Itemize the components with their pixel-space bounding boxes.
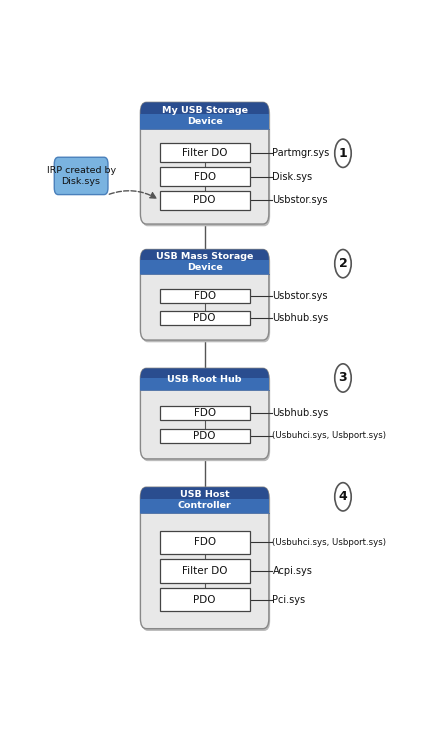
Text: My USB Storage
Device: My USB Storage Device: [162, 106, 248, 126]
Text: USB Root Hub: USB Root Hub: [167, 375, 242, 384]
Bar: [140, 115, 269, 129]
Text: Partmgr.sys: Partmgr.sys: [272, 148, 330, 158]
Circle shape: [335, 249, 351, 278]
Text: Acpi.sys: Acpi.sys: [272, 566, 312, 576]
Text: Pci.sys: Pci.sys: [272, 595, 306, 605]
Bar: [160, 312, 249, 325]
Text: FDO: FDO: [193, 537, 216, 547]
Text: PDO: PDO: [193, 313, 216, 323]
Text: (Usbuhci.sys, Usbport.sys): (Usbuhci.sys, Usbport.sys): [272, 538, 386, 547]
FancyBboxPatch shape: [140, 487, 269, 628]
Text: FDO: FDO: [193, 171, 216, 182]
Text: Usbhub.sys: Usbhub.sys: [272, 408, 329, 418]
Bar: [140, 260, 269, 274]
FancyBboxPatch shape: [140, 368, 269, 390]
FancyBboxPatch shape: [142, 252, 270, 343]
FancyBboxPatch shape: [140, 102, 269, 129]
Text: 1: 1: [339, 147, 347, 159]
Text: PDO: PDO: [193, 595, 216, 605]
Bar: [160, 406, 249, 420]
Bar: [160, 531, 249, 553]
Text: Filter DO: Filter DO: [182, 566, 227, 576]
Text: Disk.sys: Disk.sys: [272, 171, 313, 182]
FancyBboxPatch shape: [142, 490, 270, 631]
FancyBboxPatch shape: [140, 487, 269, 513]
Bar: [160, 290, 249, 303]
Bar: [160, 559, 249, 583]
Text: USB Host
Controller: USB Host Controller: [178, 490, 232, 510]
Text: IRP created by
Disk.sys: IRP created by Disk.sys: [47, 166, 116, 186]
Text: FDO: FDO: [193, 408, 216, 418]
Circle shape: [335, 139, 351, 168]
FancyBboxPatch shape: [142, 104, 270, 226]
FancyBboxPatch shape: [140, 368, 269, 459]
FancyBboxPatch shape: [140, 249, 269, 340]
FancyBboxPatch shape: [140, 102, 269, 224]
Text: Usbstor.sys: Usbstor.sys: [272, 291, 328, 301]
Bar: [140, 378, 269, 390]
FancyBboxPatch shape: [142, 370, 270, 461]
Bar: [160, 429, 249, 443]
Text: Usbhub.sys: Usbhub.sys: [272, 313, 329, 323]
Bar: [140, 499, 269, 513]
Text: PDO: PDO: [193, 196, 216, 205]
Bar: [160, 588, 249, 612]
FancyBboxPatch shape: [140, 249, 269, 274]
Text: (Usbuhci.sys, Usbport.sys): (Usbuhci.sys, Usbport.sys): [272, 431, 386, 440]
Text: Filter DO: Filter DO: [182, 148, 227, 158]
Text: 3: 3: [339, 371, 347, 384]
Text: FDO: FDO: [193, 291, 216, 301]
Bar: [160, 191, 249, 209]
Text: PDO: PDO: [193, 431, 216, 441]
Circle shape: [335, 483, 351, 511]
Circle shape: [335, 364, 351, 392]
Text: 4: 4: [339, 490, 347, 503]
Text: Usbstor.sys: Usbstor.sys: [272, 196, 328, 205]
Text: USB Mass Storage
Device: USB Mass Storage Device: [156, 251, 253, 272]
Bar: [160, 143, 249, 162]
Text: 2: 2: [339, 257, 347, 270]
FancyBboxPatch shape: [54, 157, 108, 195]
Bar: [160, 167, 249, 186]
